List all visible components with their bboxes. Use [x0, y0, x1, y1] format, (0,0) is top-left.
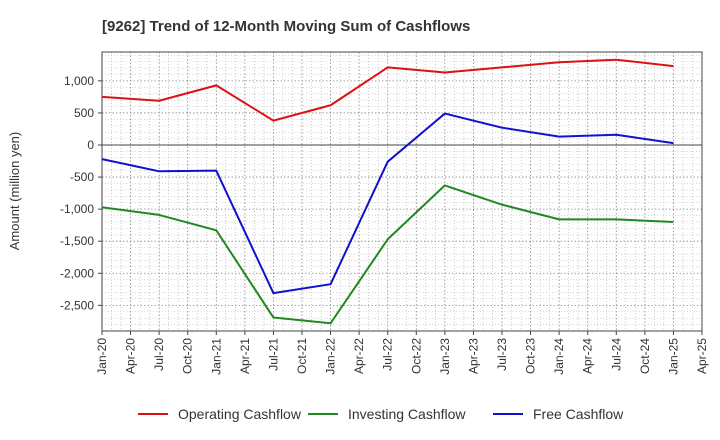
x-tick-label: Apr-22 [352, 338, 366, 374]
x-tick-label: Jan-21 [209, 338, 223, 375]
x-tick-label: Jan-23 [438, 338, 452, 375]
x-tick-label: Oct-22 [409, 338, 423, 374]
legend-label: Investing Cashflow [348, 406, 466, 422]
series-line-operating-cashflow [101, 58, 674, 122]
y-tick-label: -2,500 [60, 298, 94, 312]
y-tick-label: -500 [70, 170, 94, 184]
legend-label: Free Cashflow [533, 406, 624, 422]
series-line-free-cashflow [101, 112, 674, 295]
x-tick-label: Jul-21 [266, 338, 280, 371]
y-tick-label: 1,000 [64, 74, 94, 88]
y-tick-label: -2,000 [60, 266, 94, 280]
series-line-investing-cashflow [101, 184, 674, 325]
legend: Operating Cashflow Investing Cashflow Free… [138, 406, 624, 422]
x-tick-label: Jan-20 [95, 338, 109, 375]
legend-label: Operating Cashflow [178, 406, 302, 422]
x-tick-label: Apr-24 [581, 338, 595, 374]
axes: 1,000 500 0 -500 -1,000 -1,500 -2,000 -2,500 Jan… [60, 51, 709, 375]
grid [101, 52, 703, 331]
x-tick-label: Jul-20 [152, 338, 166, 371]
y-tick-label: -1,000 [60, 202, 94, 216]
x-tick-label: Jan-24 [552, 338, 566, 375]
x-tick-label: Oct-23 [524, 338, 538, 374]
x-tick-label: Jul-22 [381, 338, 395, 371]
x-tick-label: Apr-20 [124, 338, 138, 374]
series-lines [101, 58, 674, 325]
x-tick-label: Jul-23 [495, 338, 509, 371]
y-tick-label: 0 [87, 138, 94, 152]
y-tick-label: 500 [74, 106, 94, 120]
x-tick-label: Apr-21 [238, 338, 252, 374]
x-tick-label: Apr-23 [466, 338, 480, 374]
x-tick-label: Oct-20 [181, 338, 195, 374]
x-tick-label: Apr-25 [695, 338, 709, 374]
y-axis-label: Amount (million yen) [7, 132, 22, 251]
x-tick-label: Oct-24 [638, 338, 652, 374]
x-tick-label: Jul-24 [609, 338, 623, 371]
x-tick-label: Jan-22 [324, 338, 338, 375]
y-tick-label: -1,500 [60, 234, 94, 248]
x-tick-label: Oct-21 [295, 338, 309, 374]
x-tick-label: Jan-25 [666, 338, 680, 375]
plot-area-border [101, 51, 703, 332]
chart-title: [9262] Trend of 12-Month Moving Sum of C… [102, 18, 470, 35]
